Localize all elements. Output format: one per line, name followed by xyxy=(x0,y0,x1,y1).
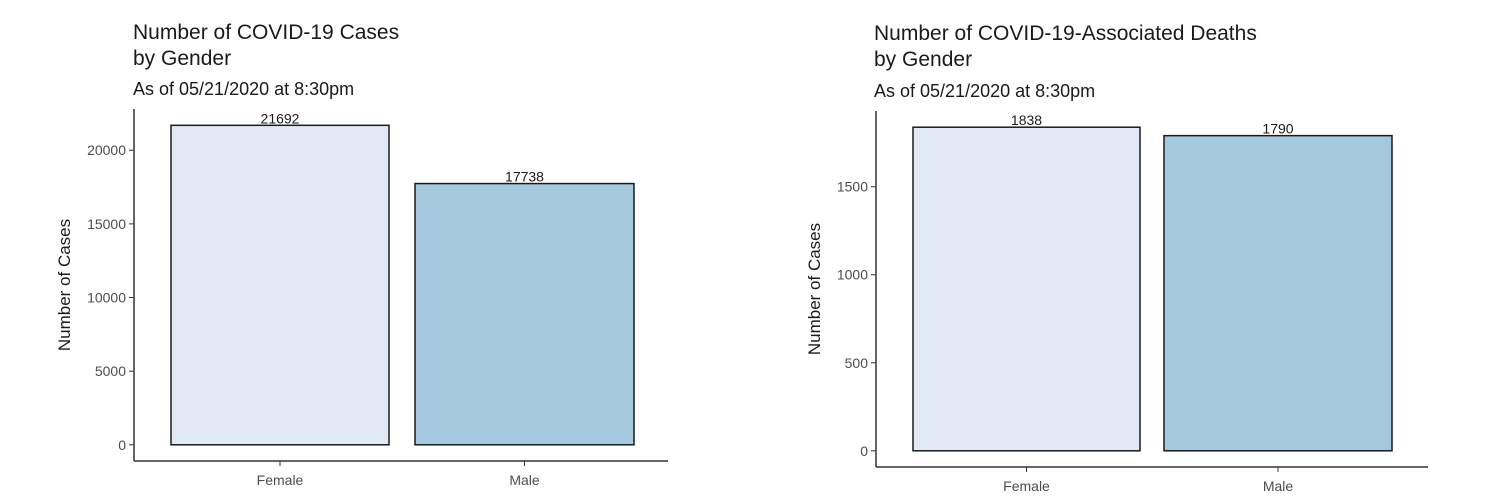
bar-value-label: 17738 xyxy=(505,169,544,185)
bar-value-label: 1790 xyxy=(1262,121,1293,137)
bar-male xyxy=(1163,134,1393,452)
y-tick-label: 0 xyxy=(860,443,868,459)
chart-subtitle: As of 05/21/2020 at 8:30pm xyxy=(133,79,355,99)
deaths-chart-panel: Number of COVID-19-Associated Deaths by … xyxy=(750,0,1500,500)
y-axis-title: Number of Cases xyxy=(55,219,74,351)
y-tick-label: 1000 xyxy=(837,267,868,283)
chart-title-line-2: by Gender xyxy=(874,48,973,71)
x-tick-label: Female xyxy=(1003,478,1050,494)
y-tick-label: 0 xyxy=(118,437,126,453)
chart-title-line-2: by Gender xyxy=(133,47,232,70)
bar-value-label: 21692 xyxy=(261,110,300,126)
chart-title-line-1: Number of COVID-19 Cases xyxy=(133,21,400,44)
y-tick-label: 15000 xyxy=(87,216,126,232)
y-axis-title: Number of Cases xyxy=(805,223,824,355)
x-tick-label: Male xyxy=(509,472,540,488)
y-tick-label: 10000 xyxy=(87,290,126,306)
y-tick-label: 1500 xyxy=(837,179,868,195)
cases-chart-panel: Number of COVID-19 Cases by Gender As of… xyxy=(55,20,668,488)
bar-female xyxy=(912,126,1141,452)
chart-subtitle: As of 05/21/2020 at 8:30pm xyxy=(874,81,1096,101)
y-tick-label: 500 xyxy=(845,355,869,371)
bar-female xyxy=(170,124,390,446)
x-tick-label: Female xyxy=(257,472,304,488)
chart-title: Number of COVID-19-Associated Deaths by … xyxy=(874,21,1257,73)
bar-male xyxy=(414,182,635,446)
y-tick-label: 5000 xyxy=(95,363,126,379)
x-tick-label: Male xyxy=(1263,478,1294,494)
chart-title: Number of COVID-19 Cases by Gender xyxy=(133,20,399,72)
cases-bar-chart: 0 5000 10000 15000 20000 21692 Female 17738 Male… xyxy=(55,109,668,488)
bar-value-label: 1838 xyxy=(1011,112,1042,128)
deaths-bar-chart: 0 500 1000 1500 1838 Female 1790 Male Number of … xyxy=(805,111,1428,494)
chart-title-line-1: Number of COVID-19-Associated Deaths xyxy=(874,22,1257,45)
y-tick-label: 20000 xyxy=(87,142,126,158)
